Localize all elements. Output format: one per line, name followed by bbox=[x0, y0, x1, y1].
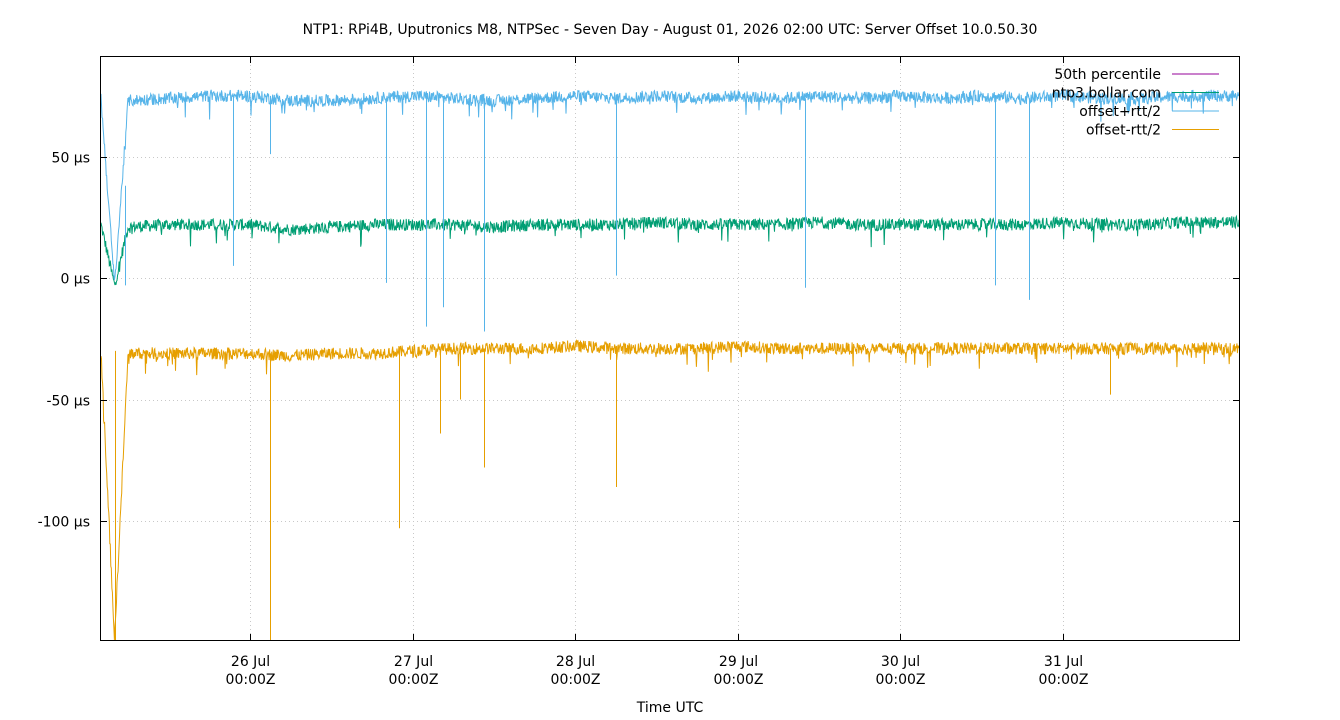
y-tick-label: -50 µs bbox=[46, 394, 90, 410]
x-tick-label-time: 00:00Z bbox=[876, 672, 926, 688]
chart-title: NTP1: RPi4B, Uputronics M8, NTPSec - Sev… bbox=[303, 22, 1038, 38]
series-line-1 bbox=[100, 214, 1240, 286]
y-tick-label: 50 µs bbox=[52, 151, 90, 167]
y-axis-ticks: 50 µs 0 µs -50 µs -100 µs bbox=[38, 151, 1239, 531]
series-line-3 bbox=[100, 339, 1240, 641]
x-tick-label-date: 30 Jul bbox=[881, 654, 920, 670]
y-tick-label: -100 µs bbox=[38, 515, 90, 531]
x-tick-label-time: 00:00Z bbox=[389, 672, 439, 688]
legend-entry-label: offset+rtt/2 bbox=[1079, 104, 1161, 120]
x-tick-label-time: 00:00Z bbox=[551, 672, 601, 688]
plot-frame bbox=[100, 56, 1240, 641]
series-line-2 bbox=[100, 89, 1240, 280]
legend-entry-label: ntp3.bollar.com bbox=[1052, 86, 1161, 102]
data-layer bbox=[100, 89, 1240, 641]
x-tick-label-date: 31 Jul bbox=[1044, 654, 1083, 670]
x-tick-label-date: 28 Jul bbox=[556, 654, 595, 670]
y-tick-label: 0 µs bbox=[60, 272, 90, 288]
x-tick-label-time: 00:00Z bbox=[226, 672, 276, 688]
x-tick-label-time: 00:00Z bbox=[1039, 672, 1089, 688]
x-tick-label-date: 26 Jul bbox=[231, 654, 270, 670]
x-tick-label-date: 29 Jul bbox=[719, 654, 758, 670]
legend-entry-label: 50th percentile bbox=[1054, 67, 1161, 83]
x-axis-label: Time UTC bbox=[636, 700, 704, 716]
grid-layer bbox=[101, 57, 1239, 640]
legend: 50th percentile ntp3.bollar.com offset+rtt… bbox=[1052, 67, 1219, 139]
x-tick-label-time: 00:00Z bbox=[714, 672, 764, 688]
x-tick-label-date: 27 Jul bbox=[394, 654, 433, 670]
x-axis-ticks: 26 Jul 00:00Z 27 Jul 00:00Z 28 Jul 00:00Z 29 J… bbox=[226, 57, 1089, 688]
legend-entry-label: offset-rtt/2 bbox=[1086, 123, 1161, 139]
